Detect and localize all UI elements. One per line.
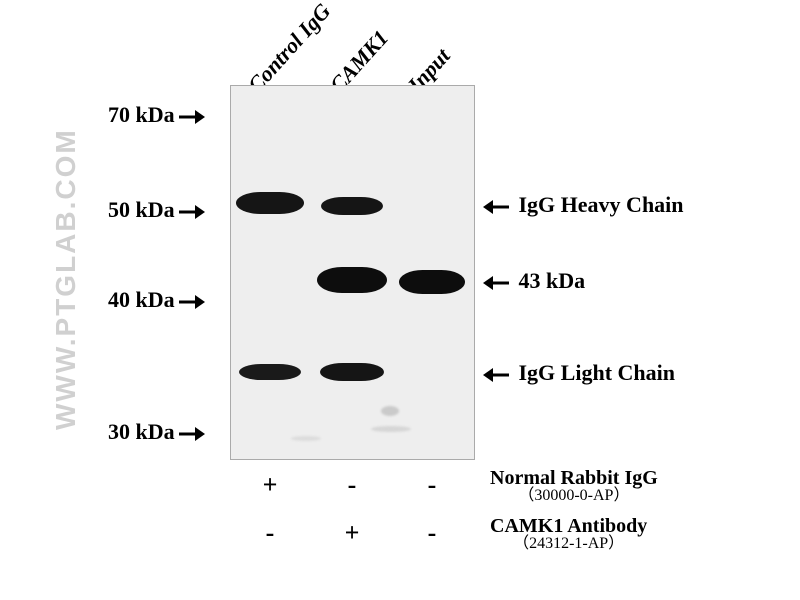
heavy-chain-text: IgG Heavy Chain xyxy=(519,192,684,217)
band xyxy=(399,270,465,294)
band-label-light: IgG Light Chain xyxy=(483,360,675,386)
lane-header-control: Control IgG xyxy=(243,0,336,98)
pm-cell: - xyxy=(240,518,300,548)
mw-50-text: 50 kDa xyxy=(108,197,175,222)
watermark-text: WWW.PTGLAB.COM xyxy=(50,128,82,430)
band xyxy=(321,197,383,215)
band xyxy=(236,192,304,214)
band xyxy=(239,364,301,380)
band xyxy=(317,267,387,293)
mw-marker-40: 40 kDa xyxy=(108,287,205,313)
antibody-label: Normal Rabbit IgG（30000-0-AP） xyxy=(490,468,658,504)
mw-70-text: 70 kDa xyxy=(108,102,175,127)
mw-40-text: 40 kDa xyxy=(108,287,175,312)
light-chain-text: IgG Light Chain xyxy=(519,360,676,385)
mw-marker-50: 50 kDa xyxy=(108,197,205,223)
figure-container: WWW.PTGLAB.COM Control IgG CAMK1 Input 7… xyxy=(0,0,800,600)
kda43-text: 43 kDa xyxy=(519,268,586,293)
pm-cell: + xyxy=(322,518,382,548)
band-label-43kda: 43 kDa xyxy=(483,268,585,294)
mw-marker-30: 30 kDa xyxy=(108,419,205,445)
band-label-heavy: IgG Heavy Chain xyxy=(483,192,684,218)
antibody-label: CAMK1 Antibody（24312-1-AP） xyxy=(490,516,647,552)
band xyxy=(320,363,384,381)
mw-30-text: 30 kDa xyxy=(108,419,175,444)
mw-marker-70: 70 kDa xyxy=(108,102,205,128)
pm-cell: + xyxy=(240,470,300,500)
pm-cell: - xyxy=(402,470,462,500)
pm-cell: - xyxy=(322,470,382,500)
pm-cell: - xyxy=(402,518,462,548)
